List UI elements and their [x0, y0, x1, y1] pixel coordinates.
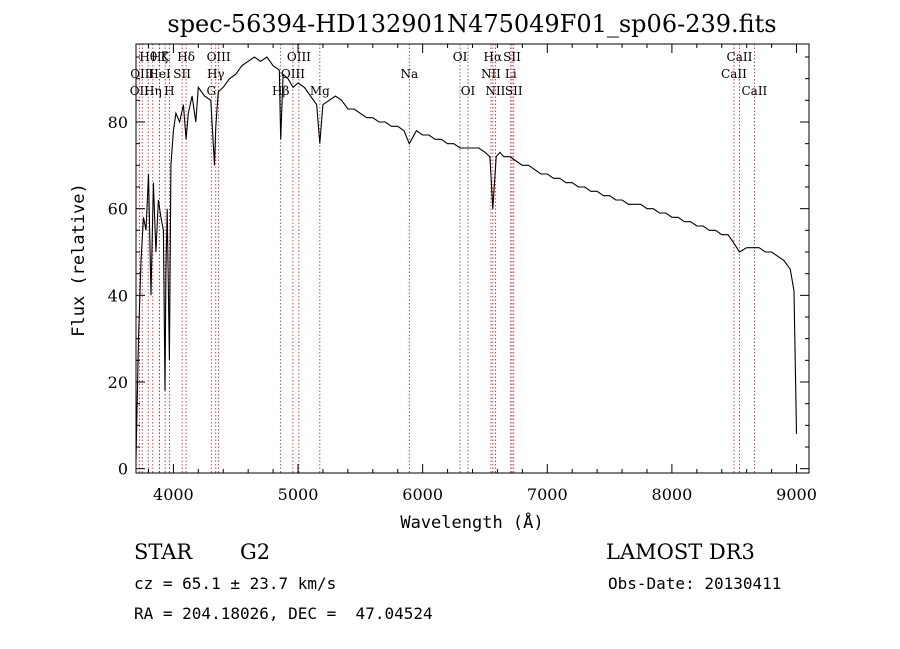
object-class: STAR [134, 540, 193, 564]
x-tick-label: 7000 [527, 485, 568, 504]
line-labels: OIIOIIIHθHηHζHeIKHSIIHδGHγOIIIHβOIIIOIII… [130, 50, 768, 98]
line-marker-label: Mg [310, 84, 330, 98]
y-tick-label: 80 [108, 113, 128, 132]
line-marker-label: Na [400, 67, 418, 81]
redshift-readout: cz = 65.1 ± 23.7 km/s [134, 574, 337, 593]
line-marker-label: NII [481, 67, 501, 81]
chart-title: spec-56394-HD132901N475049F01_sp06-239.f… [167, 10, 776, 38]
line-marker-label: SII [505, 84, 523, 98]
y-axis-ticks: 0 20 40 60 80 [108, 56, 809, 479]
line-marker-label: OIII [207, 50, 231, 64]
line-marker-label: OII [130, 84, 150, 98]
x-axis-label: Wavelength (Å) [400, 511, 543, 533]
survey-name: LAMOST DR3 [606, 540, 755, 564]
line-marker-label: SII [173, 67, 191, 81]
y-tick-label: 20 [108, 373, 128, 392]
x-tick-label: 8000 [652, 485, 693, 504]
line-marker-label: CaII [741, 84, 767, 98]
y-tick-label: 0 [118, 460, 128, 479]
line-marker-label: HeI [148, 67, 171, 81]
x-tick-label: 6000 [402, 485, 443, 504]
line-marker-label: Hη [144, 84, 162, 98]
line-marker-label: H [164, 84, 174, 98]
line-marker-label: OIII [287, 50, 311, 64]
obs-date: Obs-Date: 20130411 [608, 574, 782, 593]
line-markers [138, 44, 755, 473]
line-marker-label: OIII [281, 67, 305, 81]
line-marker-label: K [161, 50, 171, 64]
line-marker-label: Hθ [139, 50, 157, 64]
line-marker-label: Hδ [177, 50, 195, 64]
line-marker-label: OI [453, 50, 468, 64]
plot-frame [135, 43, 810, 474]
spectrum-line [135, 56, 798, 461]
line-marker-label: Hζ [151, 50, 168, 64]
line-marker-label: CaII [727, 50, 753, 64]
coordinates: RA = 204.18026, DEC = 47.04524 [134, 604, 433, 623]
line-marker-label: CaII [721, 67, 747, 81]
y-axis-label: Flux (relative) [69, 183, 89, 337]
object-subclass: G2 [240, 540, 271, 564]
x-tick-label: 5000 [278, 485, 319, 504]
y-tick-label: 60 [108, 200, 128, 219]
x-tick-label: 9000 [776, 485, 817, 504]
line-marker-label: Hβ [272, 84, 289, 98]
line-marker-label: G [206, 84, 216, 98]
line-marker-label: OI [461, 84, 476, 98]
x-tick-label: 4000 [153, 485, 194, 504]
x-axis-ticks: 4000 5000 6000 7000 8000 9000 [147, 44, 817, 504]
y-tick-label: 40 [108, 286, 128, 305]
line-marker-label: SII [503, 50, 521, 64]
line-marker-label: Hα [484, 50, 503, 64]
line-marker-label: Li [505, 67, 517, 81]
line-marker-label: NII [485, 84, 505, 98]
line-marker-label: Hγ [207, 67, 225, 81]
